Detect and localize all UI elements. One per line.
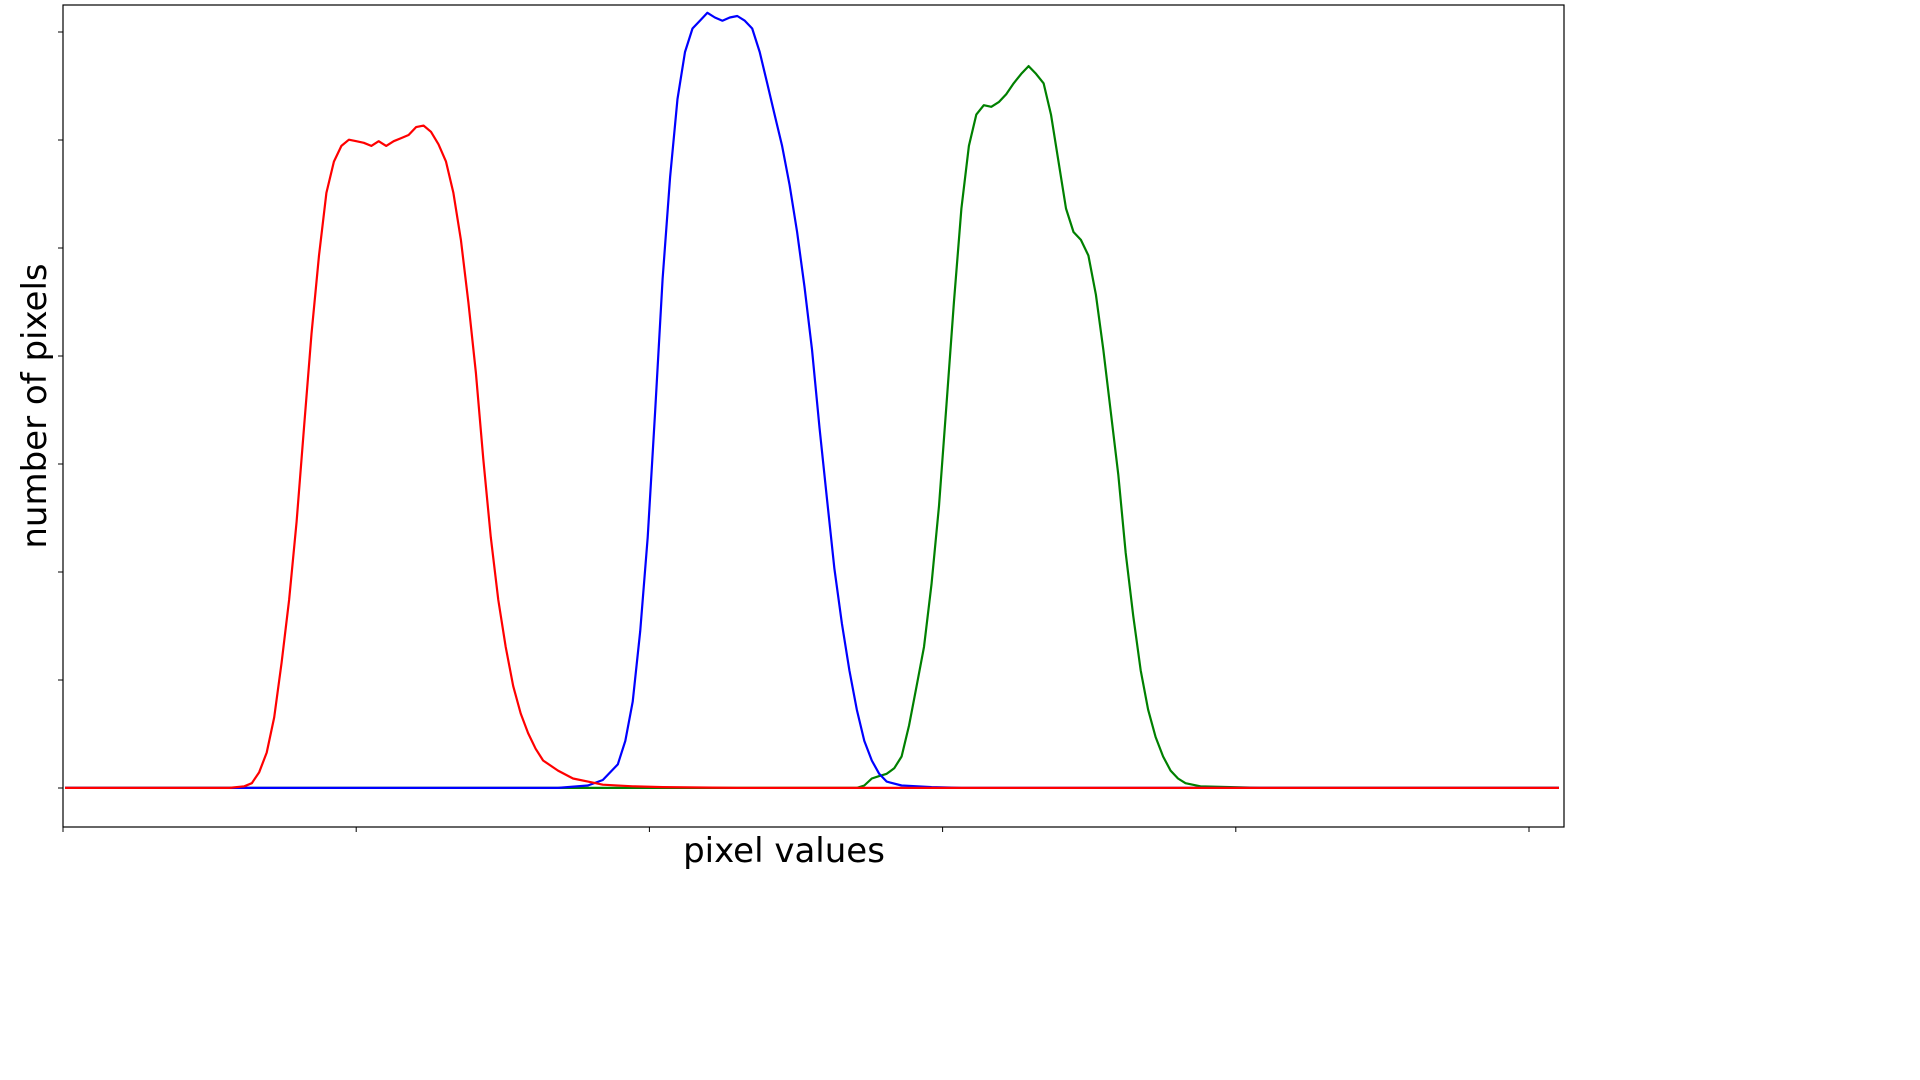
series-line-2 — [65, 65, 1559, 789]
y-axis-label: number of pixels — [15, 263, 55, 548]
x-axis-label: pixel values — [683, 831, 885, 871]
series-layer — [65, 11, 1559, 789]
plot-frame — [62, 4, 1565, 828]
y-axis-ticks — [58, 31, 63, 789]
x-axis-ticks — [62, 827, 1530, 832]
series-line-1 — [65, 11, 1559, 789]
histogram-chart: pixel values number of pixels — [15, 4, 1565, 871]
series-line-0 — [65, 124, 1559, 789]
